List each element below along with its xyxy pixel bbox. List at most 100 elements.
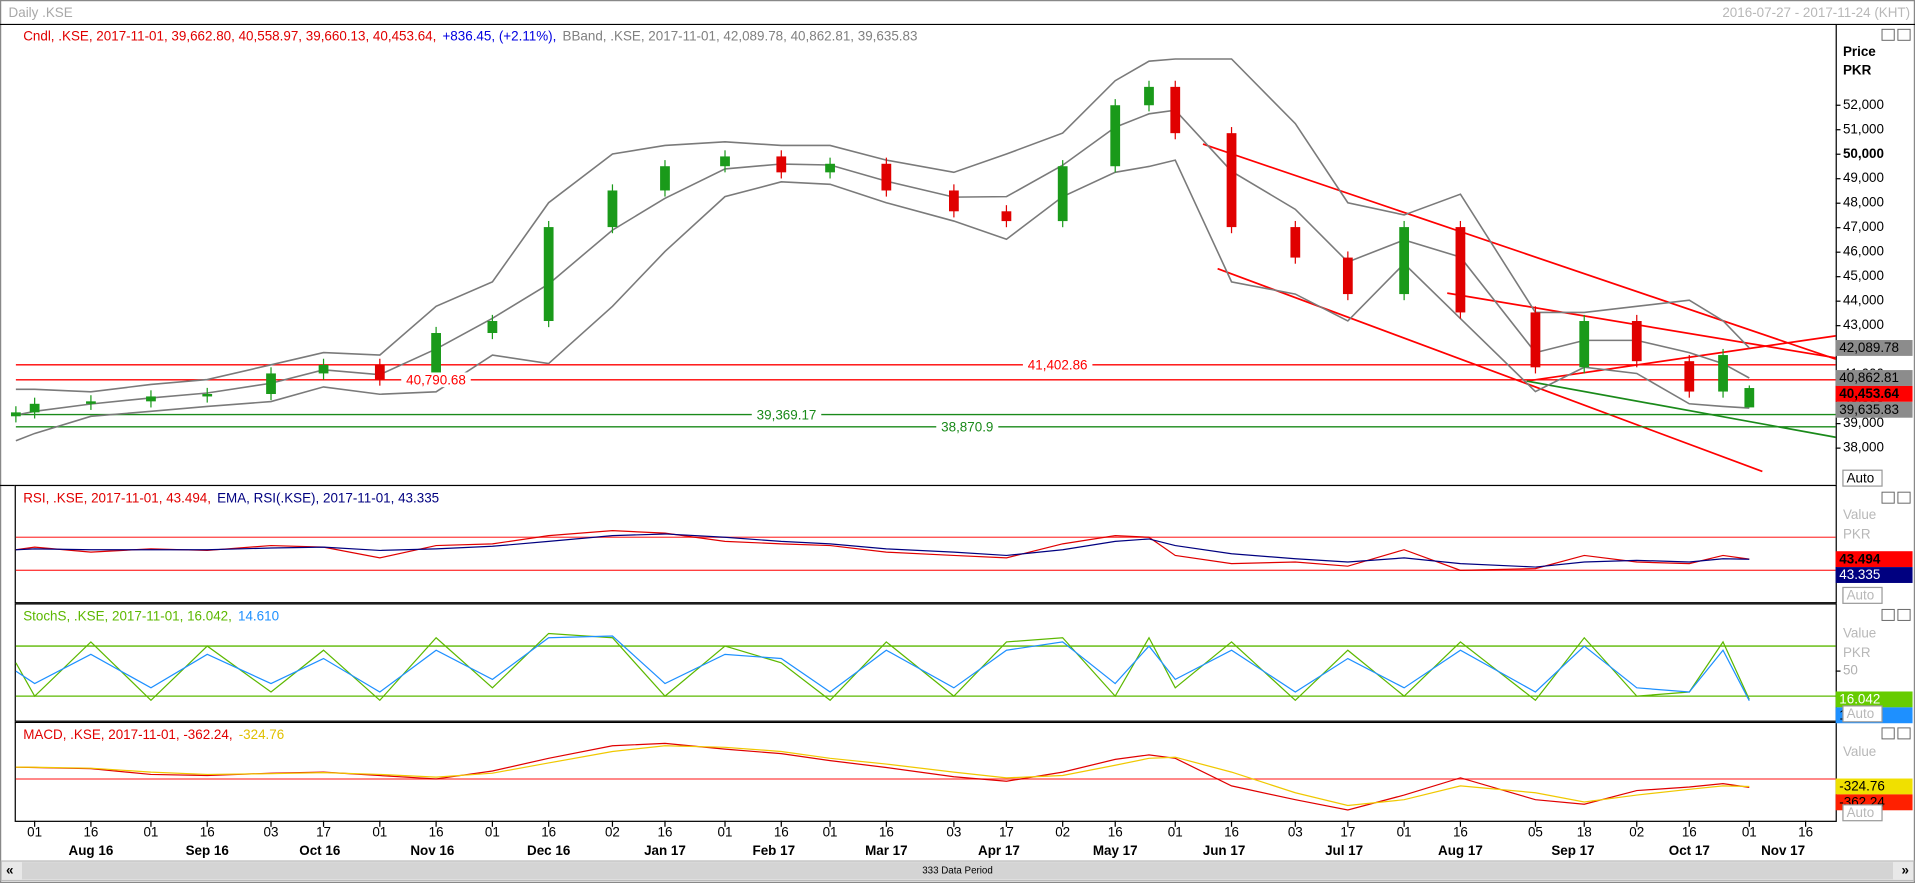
auto-label: Auto <box>1847 470 1875 485</box>
x-month-label: Oct 17 <box>1669 843 1710 858</box>
x-tick-label: 16 <box>774 824 789 839</box>
auto-label: Auto <box>1847 805 1875 820</box>
bollinger-band <box>15 58 1750 393</box>
auto-button[interactable] <box>1842 804 1883 822</box>
value-tag-label: -324.76 <box>1839 779 1885 794</box>
candle-body <box>720 156 730 167</box>
y-tick-label: 46,000 <box>1843 244 1884 259</box>
h-line-label-bg <box>401 372 471 388</box>
x-month-label: Nov 16 <box>410 843 454 858</box>
legend: RSI, .KSE, 2017-11-01, 43.494, EMA, RSI(.… <box>23 490 439 505</box>
value-tag-label: 39,635.83 <box>1839 402 1899 417</box>
x-month-label: Jul 17 <box>1325 843 1363 858</box>
date-range: 2016-07-27 - 2017-11-24 (KHT) <box>1722 5 1910 20</box>
y-tick-label: 39,000 <box>1843 415 1884 430</box>
x-tick-label: 01 <box>1742 824 1757 839</box>
x-month-label: Sep 17 <box>1551 843 1594 858</box>
panel: RSI, .KSE, 2017-11-01, 43.494, EMA, RSI(.… <box>15 490 1913 604</box>
trend-line <box>1526 380 1836 439</box>
panel: StochS, .KSE, 2017-11-01, 16.042, 14.610 5… <box>15 608 1913 724</box>
x-tick-label: 16 <box>879 824 894 839</box>
x-tick-label: 01 <box>143 824 158 839</box>
panel: MACD, .KSE, 2017-11-01, -362.24, -324.76 V… <box>15 727 1913 858</box>
y-axis-label: Value <box>1843 625 1876 640</box>
candle-body <box>146 396 156 402</box>
restore-button[interactable] <box>1881 491 1895 504</box>
x-month-label: May 17 <box>1093 843 1138 858</box>
value-tag-label: 16.042 <box>1839 692 1880 707</box>
value-tag <box>1835 691 1913 708</box>
y-tick-label: 52,000 <box>1843 97 1884 112</box>
y-axis-label: Value <box>1843 744 1876 759</box>
window-title: Daily .KSE <box>9 5 73 20</box>
close-button[interactable] <box>1897 491 1911 504</box>
value-tag-label: 42,089.78 <box>1839 340 1899 355</box>
candle-body <box>1110 105 1121 167</box>
candle-body <box>29 403 40 413</box>
y-tick-label: 47,000 <box>1843 219 1884 234</box>
scroll-right[interactable]: » <box>1901 862 1908 877</box>
x-month-label: Mar 17 <box>865 843 908 858</box>
x-tick-label: 16 <box>200 824 215 839</box>
h-line-label-bg <box>1022 357 1093 373</box>
candle-body <box>660 166 670 191</box>
x-month-label: Jun 17 <box>1203 843 1246 858</box>
auto-button[interactable] <box>1842 586 1883 604</box>
data-period: 333 Data Period <box>922 865 993 876</box>
candle-body <box>825 163 835 173</box>
indicator-line <box>15 745 1750 807</box>
x-tick-label: 16 <box>1453 824 1468 839</box>
legend: Cndl, .KSE, 2017-11-01, 39,662.80, 40,55… <box>23 28 917 43</box>
restore-button[interactable] <box>1881 28 1895 41</box>
x-month-label: Apr 17 <box>978 843 1020 858</box>
panel-buttons <box>1881 28 1911 740</box>
h-line-label: 39,369.17 <box>757 407 817 422</box>
stoch-frame <box>14 603 1837 722</box>
candle-body <box>1057 166 1068 222</box>
close-button[interactable] <box>1897 727 1911 740</box>
y-tick-label: 49,000 <box>1843 170 1884 185</box>
close-button[interactable] <box>1897 28 1911 41</box>
scroll-left[interactable]: « <box>6 862 13 877</box>
x-tick-label: 05 <box>1528 824 1543 839</box>
bollinger-band <box>15 159 1750 442</box>
restore-button[interactable] <box>1881 727 1895 740</box>
x-tick-label: 16 <box>1682 824 1697 839</box>
x-tick-label: 16 <box>658 824 673 839</box>
scroll-thumb[interactable] <box>21 862 1894 880</box>
y-tick-label: 51,000 <box>1843 121 1884 136</box>
x-tick-label: 01 <box>718 824 733 839</box>
panel: 41,402.86 40,790.68 39,369.17 38,870.9 Cndl,… <box>10 28 1913 487</box>
x-month-label: Aug 16 <box>69 843 114 858</box>
y-tick-label: 48,000 <box>1843 195 1884 210</box>
trend-line <box>1202 143 1836 360</box>
candle-body <box>776 156 787 173</box>
auto-button[interactable] <box>1842 705 1883 723</box>
trend-lines <box>1202 143 1836 473</box>
y-tick-label: 44,000 <box>1843 293 1884 308</box>
legend-item: BBand, .KSE, 2017-11-01, 42,089.78, 40,8… <box>563 28 918 43</box>
x-tick-label: 01 <box>823 824 838 839</box>
legend-item: Cndl, .KSE, 2017-11-01, 39,662.80, 40,55… <box>23 28 436 43</box>
candle-body <box>266 373 276 394</box>
bollinger-band <box>15 109 1750 416</box>
x-tick-label: 01 <box>485 824 500 839</box>
x-tick-label: 17 <box>999 824 1014 839</box>
legend-item: StochS, .KSE, 2017-11-01, 16.042, <box>23 608 232 623</box>
candle-body <box>607 190 618 228</box>
restore-button[interactable] <box>1881 608 1895 621</box>
x-tick-label: 02 <box>605 824 620 839</box>
h-line-label: 41,402.86 <box>1028 358 1088 373</box>
x-tick-label: 16 <box>1108 824 1123 839</box>
auto-button[interactable] <box>1842 469 1883 487</box>
value-tag-label: 40,453.64 <box>1839 386 1899 401</box>
value-tag <box>1835 567 1913 583</box>
close-button[interactable] <box>1897 608 1911 621</box>
trend-line <box>1217 267 1763 473</box>
x-month-label: Sep 16 <box>186 843 229 858</box>
candle-body <box>1001 211 1012 222</box>
candle-body <box>949 190 959 212</box>
candle-body <box>431 333 441 380</box>
